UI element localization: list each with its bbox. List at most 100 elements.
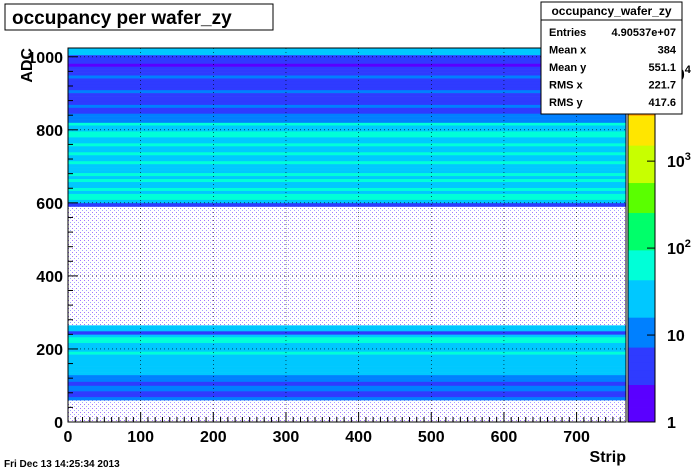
heatmap-band [68,348,626,352]
heatmap-band [68,137,626,141]
heatmap-band [68,331,626,335]
x-tick-label: 400 [345,429,372,446]
heatmap-band [68,190,626,195]
heatmap-band [68,357,626,361]
heatmap-band [68,187,626,192]
heatmap-band [68,104,626,109]
heatmap-band [68,99,626,103]
color-scale-segment [628,384,655,393]
color-scale-segment [628,190,655,198]
heatmap-band [68,202,626,207]
heatmap-band [68,78,626,82]
heatmap-band [68,54,626,59]
y-tick-label: 200 [36,342,63,359]
heatmap-band [68,176,626,180]
stats-row-label: Mean y [549,62,587,74]
heatmap-band [68,397,626,401]
x-tick-label: 700 [563,429,590,446]
color-scale-segment [628,130,655,139]
stats-row-value: 221.7 [648,80,676,92]
color-scale-segment [628,362,655,371]
heatmap-band [68,128,626,132]
stats-row-value: 384 [658,45,677,57]
heatmap-band [68,345,626,350]
color-scale-segment [628,354,655,363]
heatmap-band [68,372,626,376]
heatmap-band [68,199,626,204]
heatmap-band [68,369,626,373]
stats-row-value: 4.90537e+07 [611,27,676,39]
heatmap-band [68,116,626,120]
color-scale-segment [628,227,655,236]
color-scale-segment [628,145,655,154]
heatmap-band [68,81,626,85]
color-scale-segment [628,205,655,213]
heatmap-band [68,381,626,386]
color-scale-segment [628,302,655,311]
heatmap-band [68,363,626,367]
heatmap-band [68,391,626,395]
chart-title-box: occupancy per wafer_zy [4,3,274,31]
color-scale-segment [628,197,655,206]
color-scale-segment [628,257,655,266]
heatmap-band [68,343,626,347]
heatmap-band [68,107,626,112]
color-scale-segment [628,317,655,326]
y-tick-label: 800 [36,123,63,140]
heatmap-band [68,334,626,338]
stats-row-value: 551.1 [648,62,676,74]
stats-box-name: occupancy_wafer_zy [551,4,671,18]
z-tick-exponent: 2 [685,238,691,250]
stats-row-label: RMS y [549,97,584,109]
color-scale-segment [628,339,655,348]
color-scale-segment [628,287,655,296]
z-tick-label: 10 [667,328,685,345]
heatmap-band [68,155,626,159]
z-tick-exponent: 4 [685,64,692,76]
y-axis: 0 200 400 600 800 1000 [27,50,78,432]
heatmap-band [68,185,626,189]
heatmap-band [68,87,626,91]
z-tick-label: 1 [667,415,676,432]
x-tick-label: 500 [418,429,445,446]
heatmap-band [68,173,626,177]
y-tick-label: 0 [54,415,63,432]
color-scale-segment [628,182,655,191]
color-scale-segment [628,264,655,273]
heatmap-bands [68,48,626,422]
z-tick-label: 103 [667,151,691,171]
heatmap-band [68,366,626,370]
color-scale-segment [628,249,655,258]
x-axis: 0 100 200 300 400 500 600 700 [64,412,621,446]
heatmap-band [68,131,626,135]
heatmap-band [68,72,626,76]
stats-row-value: 417.6 [648,97,676,109]
heatmap-band [68,161,626,165]
color-scale-segment [628,309,655,318]
stats-box: occupancy_wafer_zy Entries 4.90537e+07 Mea… [540,1,683,115]
color-scale-segment [628,294,655,303]
heatmap-band [68,179,626,183]
heatmap-band [68,360,626,364]
color-scale-segment [628,235,655,243]
x-axis-label: Strip [590,449,627,466]
heatmap-band [68,60,626,65]
x-tick-label: 100 [127,429,154,446]
heatmap-band [68,69,626,73]
color-scale-segment [628,137,655,146]
heatmap-band [68,378,626,383]
color-scale-segment [628,332,655,341]
x-tick-label: 200 [200,429,227,446]
color-scale-segment [628,347,655,356]
heatmap-band [68,164,626,168]
z-tick-exponent: 3 [685,151,691,163]
color-scale-segment [628,407,655,415]
color-scale-segment [628,272,655,281]
heatmap-band [68,66,626,70]
color-scale-segment [628,212,655,221]
color-scale-segment [628,175,655,184]
heatmap-band [68,125,626,129]
heatmap-band [68,96,626,100]
color-scale-segment [628,377,655,385]
heatmap-band [68,149,626,153]
